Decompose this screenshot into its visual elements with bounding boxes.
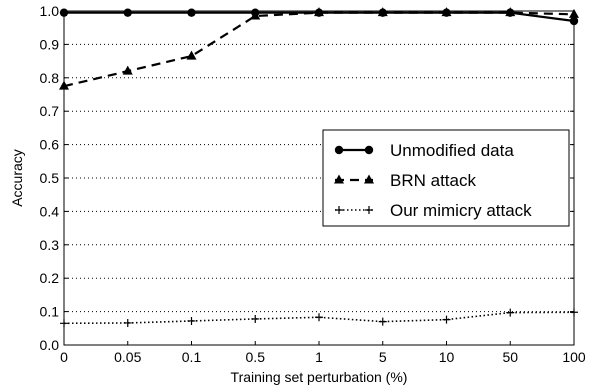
data-point-marker bbox=[123, 318, 132, 327]
series-line bbox=[63, 11, 575, 88]
data-point-marker bbox=[378, 317, 387, 326]
legend-marker bbox=[334, 174, 344, 184]
data-point-marker bbox=[186, 50, 197, 60]
y-tick-label: 0.8 bbox=[40, 70, 60, 86]
y-tick-label: 0.6 bbox=[40, 137, 60, 153]
x-tick-label: 100 bbox=[562, 349, 586, 365]
y-tick-label: 0.1 bbox=[40, 304, 60, 320]
y-tick-label: 0.3 bbox=[40, 237, 60, 253]
series-line bbox=[63, 311, 575, 325]
data-point-marker bbox=[315, 313, 323, 322]
legend-label: BRN attack bbox=[390, 171, 476, 190]
x-axis-title: Training set perturbation (%) bbox=[231, 369, 408, 385]
y-tick-label: 0.2 bbox=[40, 270, 60, 286]
data-point-marker bbox=[187, 316, 196, 325]
legend-marker bbox=[334, 145, 344, 155]
y-tick-label: 0.5 bbox=[40, 170, 60, 186]
y-tick-label: 1.0 bbox=[40, 3, 60, 19]
legend-marker bbox=[335, 206, 343, 214]
data-point-marker bbox=[122, 65, 133, 75]
x-tick-label: 10 bbox=[439, 349, 455, 365]
legend-label: Unmodified data bbox=[390, 141, 514, 160]
y-tick-label: 0.4 bbox=[40, 203, 60, 219]
x-tick-label: 0 bbox=[60, 349, 68, 365]
legend-marker bbox=[364, 145, 374, 155]
y-tick-label: 0.9 bbox=[40, 36, 60, 52]
x-tick-label: 0.1 bbox=[182, 349, 202, 365]
legend: Unmodified data BRN attack Our mimicry att… bbox=[322, 129, 570, 227]
legend-marker bbox=[365, 206, 373, 214]
y-axis-title: Accuracy bbox=[9, 149, 25, 207]
x-tick-label: 50 bbox=[502, 349, 518, 365]
data-point-marker bbox=[442, 315, 451, 324]
x-tick-label: 1 bbox=[315, 349, 323, 365]
axis-ticks: 0.0 0.1 0.2 0.3 0.4 0.5 0.6 0.7 0.8 0.9 1.0 0 0.05 0.… bbox=[40, 3, 586, 365]
legend-label: Our mimicry attack bbox=[390, 201, 532, 220]
data-point-marker bbox=[506, 308, 515, 317]
x-tick-label: 0.05 bbox=[114, 349, 141, 365]
x-tick-label: 0.5 bbox=[246, 349, 266, 365]
legend-marker bbox=[364, 174, 374, 184]
y-tick-label: 0.7 bbox=[40, 103, 60, 119]
data-point-marker bbox=[251, 314, 260, 323]
x-tick-label: 5 bbox=[379, 349, 387, 365]
y-tick-label: 0.0 bbox=[40, 337, 60, 353]
